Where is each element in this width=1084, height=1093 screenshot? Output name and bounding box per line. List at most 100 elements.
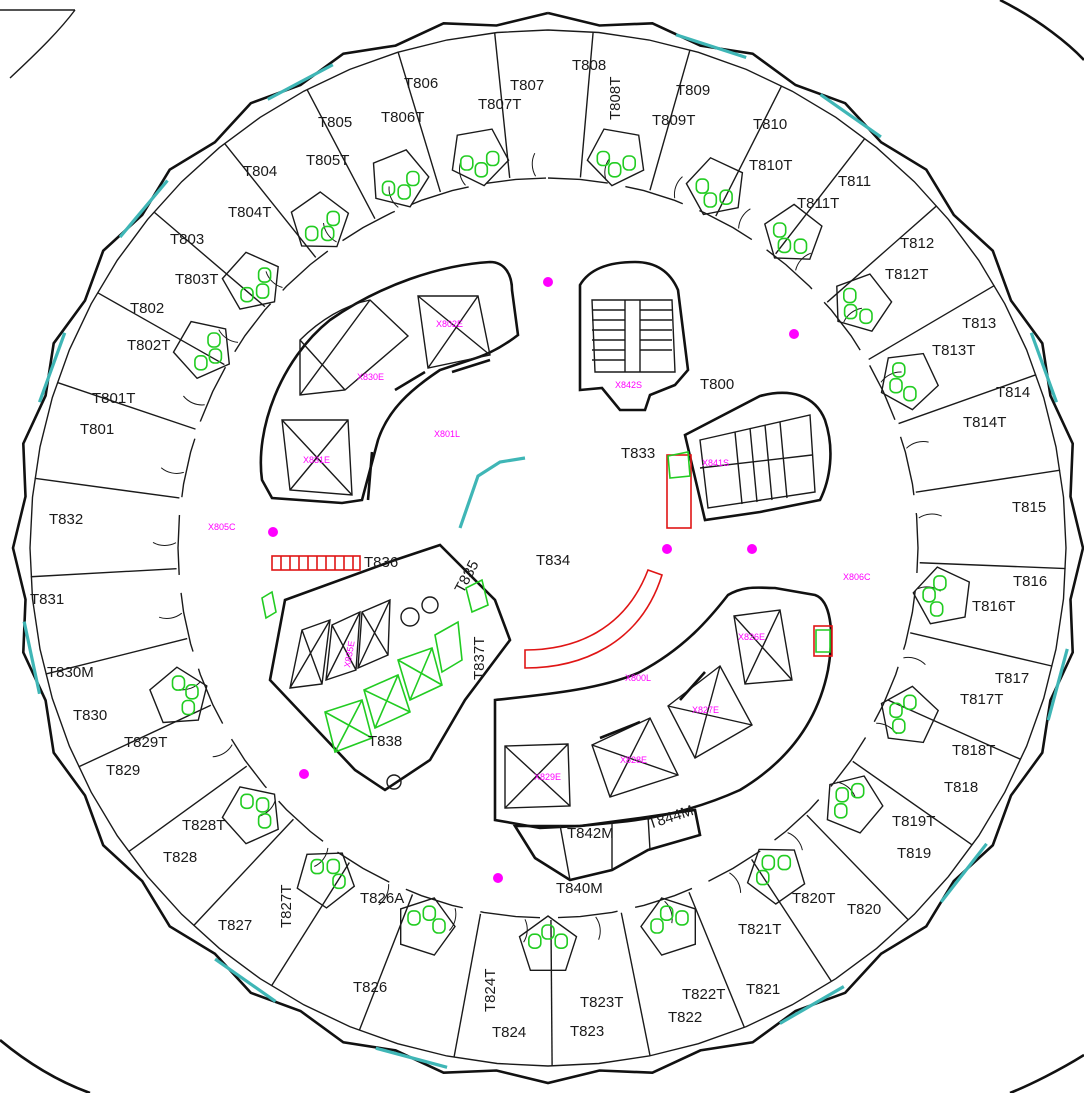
door-swing — [265, 271, 283, 288]
room-t823: T823 — [570, 1023, 604, 1040]
toilet-fixture — [432, 918, 446, 934]
room-t814: T814 — [996, 384, 1030, 401]
toilet-fixture — [194, 354, 208, 371]
partition-wall — [397, 51, 442, 193]
toilet-fixture — [659, 905, 674, 922]
partition-wall — [806, 814, 909, 921]
room-t832: T832 — [49, 511, 83, 528]
toilet-fixture — [255, 283, 270, 299]
partition-wall — [550, 919, 553, 1066]
door-swing — [212, 744, 233, 758]
room-t812: T812 — [900, 235, 934, 252]
door-swing — [595, 916, 601, 940]
toilet-fixture — [835, 786, 850, 803]
door-swing — [903, 656, 926, 666]
elevator-bank-north-west — [259, 260, 520, 505]
door-swing — [729, 872, 742, 893]
elevator-bank-south-east — [493, 586, 833, 830]
partition-wall — [620, 912, 651, 1056]
toilet-fixture — [850, 782, 865, 799]
room-t824: T824 — [492, 1024, 526, 1041]
toilet-fixture — [422, 905, 437, 922]
code-x805c: X805C — [208, 522, 236, 532]
red-arc-wall — [524, 568, 663, 669]
door-swing — [673, 176, 683, 199]
room-t831: T831 — [30, 591, 64, 608]
glass-panel — [214, 957, 277, 1003]
toilet-fixture — [255, 797, 270, 813]
room-t840m: T840M — [556, 880, 603, 897]
toilet-pod — [172, 320, 231, 380]
room-t808: T808 — [572, 57, 606, 74]
toilet-t801t: T801T — [92, 390, 135, 407]
toilet-pod — [586, 128, 645, 187]
toilet-fixture — [527, 933, 542, 950]
room-t838: T838 — [368, 733, 402, 750]
toilet-t827t: T827T — [278, 885, 295, 928]
toilet-t806t: T806T — [381, 109, 424, 126]
partition-wall — [153, 211, 266, 308]
room-t828: T828 — [163, 849, 197, 866]
toilet-t820t: T820T — [792, 890, 835, 907]
toilet-fixture — [310, 858, 325, 875]
room-t800: T800 — [700, 376, 734, 393]
partition-wall — [493, 32, 511, 179]
code-x827e: X827E — [692, 705, 719, 715]
toilet-t808t: T808T — [607, 77, 624, 120]
service-block-t838 — [268, 543, 512, 792]
toilet-fixture — [407, 910, 421, 926]
door-swing — [843, 307, 862, 323]
partition-wall — [688, 891, 745, 1028]
toilet-fixture — [171, 675, 186, 691]
partition-wall — [97, 291, 225, 366]
toilet-fixture — [695, 178, 710, 194]
toilet-pod — [221, 251, 279, 310]
room-t818: T818 — [944, 779, 978, 796]
toilet-fixture — [903, 385, 917, 402]
door-swing — [323, 222, 337, 243]
toilet-fixture — [622, 155, 637, 171]
toilet-fixture — [326, 858, 341, 875]
partition-wall — [868, 284, 995, 361]
room-t835: T835 — [452, 558, 483, 596]
toilet-t804t: T804T — [228, 204, 271, 221]
toilet-fixture — [397, 184, 412, 200]
glass-panel — [37, 332, 67, 403]
partition-wall — [45, 637, 188, 675]
toilet-fixture — [675, 910, 689, 926]
toilet-fixture — [332, 873, 346, 890]
toilet-fixture — [777, 237, 792, 254]
room-t820: T820 — [847, 901, 881, 918]
toilet-fixture — [474, 162, 489, 178]
toilet-fixture — [843, 303, 858, 320]
toilet-t824t: T824T — [482, 969, 499, 1012]
toilet-fixture — [406, 170, 420, 187]
code-x800l: X800L — [625, 673, 651, 683]
column-dots — [268, 277, 799, 883]
toilet-fixture — [833, 802, 848, 819]
toilet-t809t: T809T — [652, 112, 695, 129]
partition-wall — [852, 760, 973, 846]
toilet-fixture — [933, 575, 947, 591]
partition-wall — [270, 862, 350, 987]
door-swing — [787, 832, 803, 851]
toilet-fixture — [859, 308, 873, 325]
room-t816: T816 — [1013, 573, 1047, 590]
room-t817: T817 — [995, 670, 1029, 687]
partition-wall — [30, 567, 177, 578]
toilet-fixture — [755, 869, 770, 886]
toilet-fixture — [777, 854, 792, 871]
partition-wall — [915, 469, 1061, 493]
toilet-fixture — [304, 225, 319, 242]
toilet-t807t: T807T — [478, 96, 521, 113]
glass-panel — [779, 985, 845, 1025]
door-swing — [795, 252, 812, 271]
code-x841s: X841S — [702, 458, 729, 468]
toilet-fixture — [181, 699, 196, 716]
toilet-fixture — [240, 793, 254, 810]
toilet-fixture — [208, 348, 223, 364]
code-x829e: X829E — [534, 772, 561, 782]
room-t830m: T830M — [47, 664, 94, 681]
door-swing — [531, 152, 537, 177]
toilet-fixture — [650, 918, 664, 934]
